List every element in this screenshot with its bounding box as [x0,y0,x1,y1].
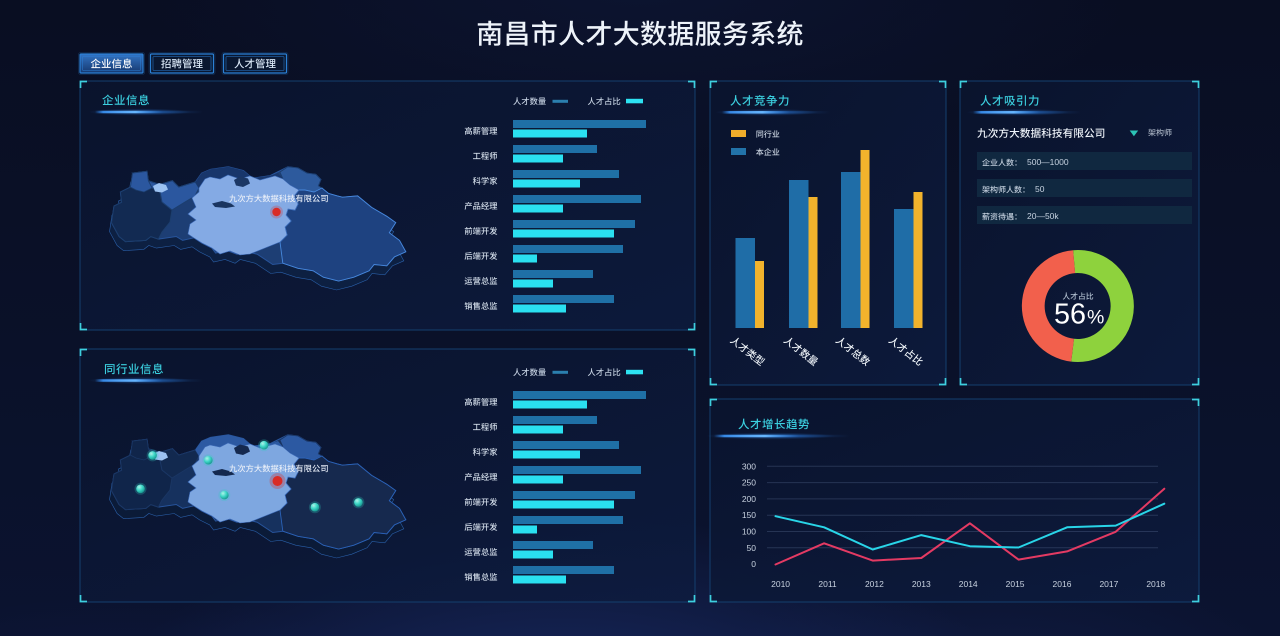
svg-text:100: 100 [742,527,756,537]
svg-text:300: 300 [742,461,756,471]
svg-text:2011: 2011 [818,579,837,589]
svg-text:2014: 2014 [959,579,978,589]
svg-text:500—1000: 500—1000 [1027,157,1069,167]
svg-text:2015: 2015 [1006,579,1025,589]
svg-text:200: 200 [742,494,756,504]
svg-text:50: 50 [747,543,757,553]
svg-text:20—50k: 20—50k [1027,211,1059,221]
svg-text:2018: 2018 [1146,579,1165,589]
svg-text:2016: 2016 [1053,579,1072,589]
svg-text:2017: 2017 [1099,579,1118,589]
svg-text:2010: 2010 [771,579,790,589]
svg-text:2012: 2012 [865,579,884,589]
svg-text:56: 56 [1054,299,1086,331]
svg-text:250: 250 [742,478,756,488]
svg-text:2013: 2013 [912,579,931,589]
svg-text:150: 150 [742,510,756,520]
svg-text:0: 0 [751,559,756,569]
svg-text:%: % [1087,307,1104,329]
svg-text:50: 50 [1035,184,1045,194]
